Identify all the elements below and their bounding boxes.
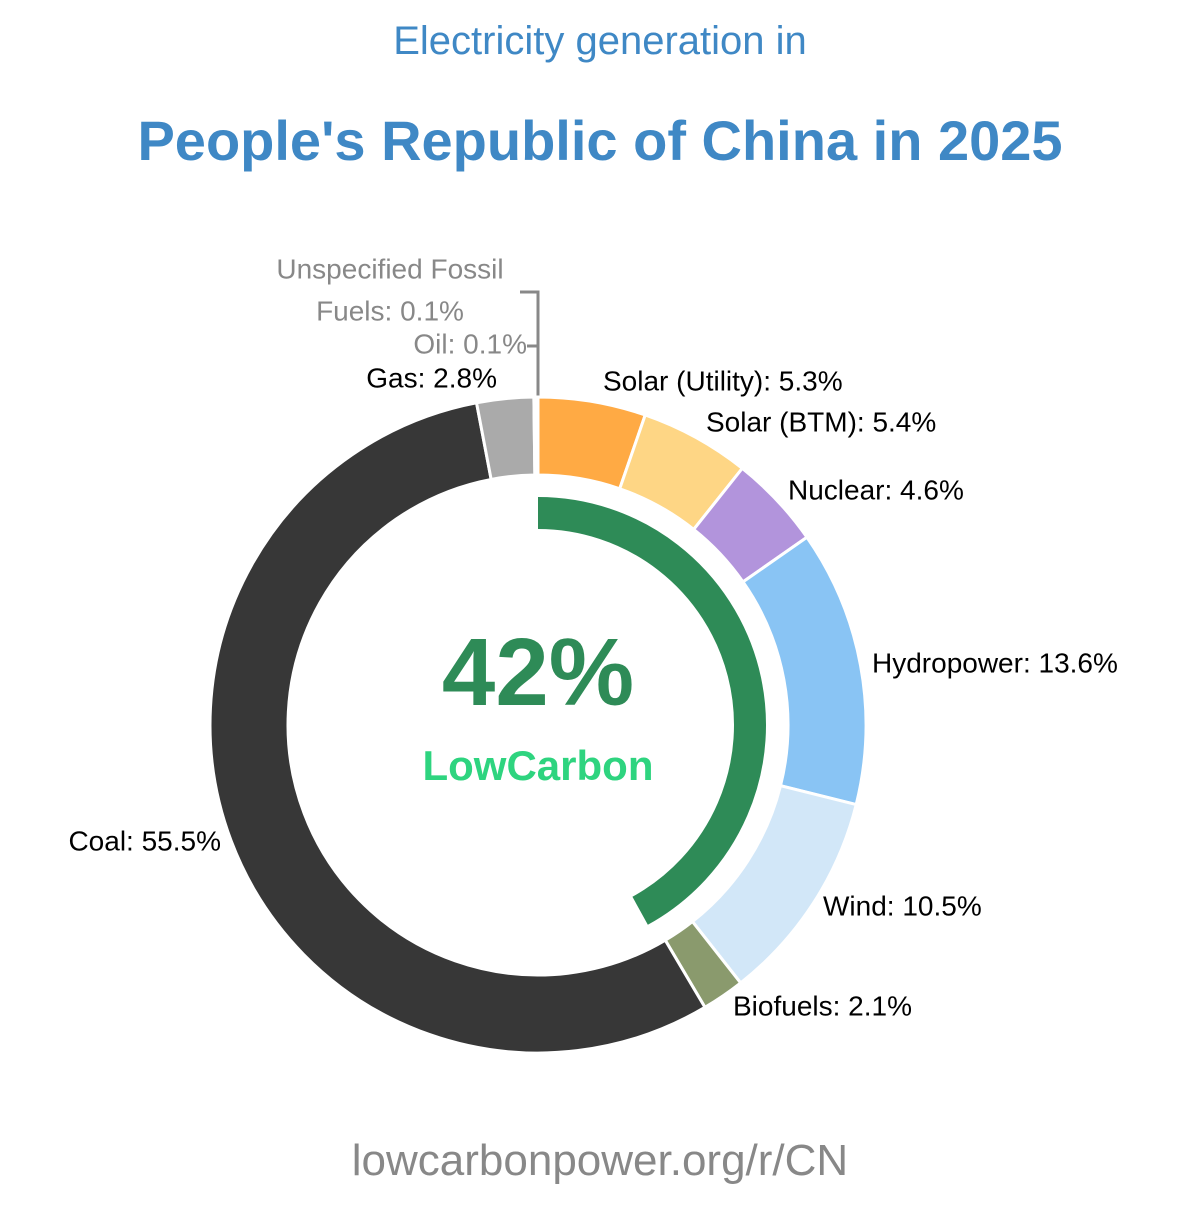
footer: lowcarbonpower.org/r/CN <box>352 1136 848 1185</box>
slice-label: Unspecified Fossil <box>276 253 503 284</box>
center-value: 42% <box>442 619 634 726</box>
slice-label: Wind: 10.5% <box>823 890 982 921</box>
slice-label: Hydropower: 13.6% <box>872 647 1118 678</box>
slice-label: Coal: 55.5% <box>68 825 221 856</box>
slice-label: Oil: 0.1% <box>413 328 527 359</box>
slice-label: Fuels: 0.1% <box>316 295 464 326</box>
leader-line <box>520 290 540 398</box>
slice <box>534 395 540 477</box>
slice-label: Nuclear: 4.6% <box>788 474 964 505</box>
slice-label: Solar (Utility): 5.3% <box>603 365 843 396</box>
slice-label: Solar (BTM): 5.4% <box>706 406 936 437</box>
slice-label: Biofuels: 2.1% <box>733 990 912 1021</box>
center-caption: LowCarbon <box>423 742 654 789</box>
chart-title: People's Republic of China in 2025 <box>137 109 1062 172</box>
low-carbon-arc <box>537 497 766 925</box>
slice <box>208 401 708 1055</box>
chart-subtitle: Electricity generation in <box>393 19 807 63</box>
slice-label: Gas: 2.8% <box>366 362 497 393</box>
